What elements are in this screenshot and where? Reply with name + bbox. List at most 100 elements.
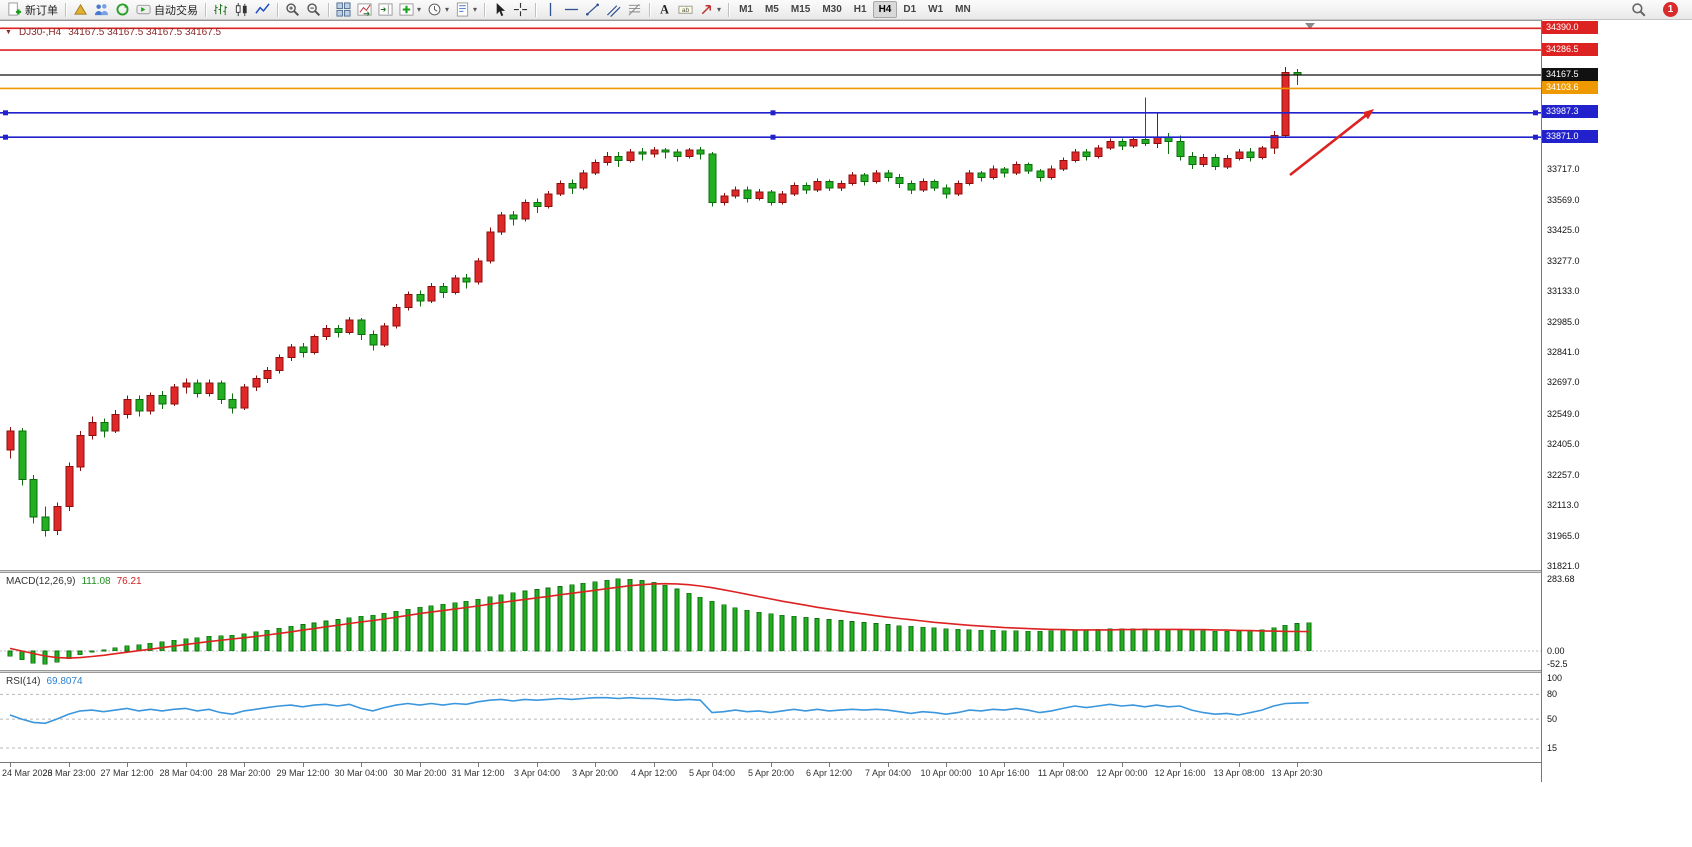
candle-body (1223, 157, 1232, 168)
fibonacci-button[interactable] (624, 1, 645, 19)
main-chart-canvas[interactable] (0, 21, 1541, 571)
timeframe-m15-button[interactable]: M15 (790, 4, 811, 15)
crosshair-button[interactable] (510, 1, 531, 19)
candle-body (755, 191, 764, 199)
time-label: 12 Apr 16:00 (1154, 768, 1206, 778)
collapse-arrow-icon[interactable]: ▼ (5, 29, 12, 36)
auto-scroll-button[interactable] (354, 1, 375, 19)
time-tick (946, 763, 947, 767)
line-chart-button[interactable] (252, 1, 273, 19)
time-tick (186, 763, 187, 767)
new-order-button-label: 新订单 (25, 4, 58, 17)
cursor-button[interactable] (489, 1, 510, 19)
candle-body (802, 185, 811, 191)
market-watch-button[interactable] (91, 1, 112, 19)
rsi-tick: 100 (1547, 672, 1563, 683)
templates-button[interactable]: ▾ (452, 1, 480, 19)
timeframe-m5-button[interactable]: M5 (764, 4, 779, 15)
main-chart-panel[interactable]: ▼ DJ30-,H4 34167.5 34167.5 34167.5 34167… (0, 20, 1541, 571)
crosshair-icon (513, 2, 528, 17)
price-tick: 32405.0 (1547, 438, 1580, 449)
hline-handle[interactable] (770, 110, 776, 116)
bar-chart-button[interactable] (210, 1, 231, 19)
panel-splitter-rsi[interactable] (0, 670, 1601, 673)
zoom-out-button[interactable] (303, 1, 324, 19)
arrows-button[interactable]: ▾ (696, 1, 724, 19)
chart-shift-marker[interactable] (1305, 23, 1315, 29)
trend-arrow-head (1362, 109, 1374, 120)
timeframe-m30-button[interactable]: M30 (822, 4, 842, 15)
zoom-in-button[interactable] (282, 1, 303, 19)
dropdown-caret-icon: ▾ (473, 4, 478, 14)
toolbar-separator (277, 2, 278, 17)
refresh-button[interactable] (112, 1, 133, 19)
trend-arrow-annotation[interactable] (1289, 111, 1371, 177)
hline-handle[interactable] (1533, 110, 1538, 116)
time-tick (654, 763, 655, 767)
trendline-button[interactable] (582, 1, 603, 19)
candlestick-chart-button[interactable] (231, 1, 252, 19)
price-tag-34103.6: 34103.6 (1542, 80, 1598, 94)
candle-body (521, 201, 530, 220)
chart-ohlc-readout: 34167.5 34167.5 34167.5 34167.5 (68, 27, 222, 38)
candle-body (334, 327, 343, 333)
macd-histogram (7, 578, 1312, 665)
price-tick: 33569.0 (1547, 194, 1580, 205)
vertical-line-button[interactable] (540, 1, 561, 19)
charts-button[interactable] (70, 1, 91, 19)
time-label: 7 Apr 04:00 (864, 768, 912, 778)
text-button[interactable]: A (654, 1, 675, 19)
text-label-button[interactable]: ab (675, 1, 696, 19)
channel-button[interactable] (603, 1, 624, 19)
time-axis[interactable]: 24 Mar 2023 26 Mar 23:00 27 Mar 12:00 28 Ma… (0, 762, 1541, 783)
search-icon[interactable] (1628, 1, 1649, 19)
candle-body (427, 285, 436, 302)
candle-body (53, 506, 62, 532)
horizontal-line-button[interactable] (561, 1, 582, 19)
candle-body (1235, 151, 1244, 159)
candle-body (1258, 147, 1267, 158)
time-tick (1063, 763, 1064, 767)
time-tick (712, 763, 713, 767)
timeframe-h4-button[interactable]: H4 (872, 1, 898, 18)
toolbar-separator (728, 2, 730, 17)
candle-body (720, 195, 729, 203)
tile-windows-button[interactable] (333, 1, 354, 19)
time-label: 27 Mar 12:00 (100, 768, 154, 778)
timeframe-mn-button[interactable]: MN (955, 4, 971, 15)
timeframe-m1-button[interactable]: M1 (739, 4, 753, 15)
rsi-panel[interactable]: RSI(14) 69.8074 (0, 673, 1541, 762)
macd-tick: -52.5 (1547, 659, 1568, 670)
indicators-button[interactable]: ▾ (396, 1, 424, 19)
candle-body (205, 382, 214, 394)
candle-body (1281, 71, 1290, 136)
candle-body (1141, 139, 1150, 145)
rsi-value: 69.8074 (46, 676, 83, 687)
price-tick: 33277.0 (1547, 255, 1580, 266)
periods-button[interactable]: ▾ (424, 1, 452, 19)
price-scale[interactable]: 33717.0 33569.0 33425.0 33277.0 33133.0 32985… (1541, 20, 1601, 782)
timeframe-w1-button[interactable]: W1 (928, 4, 944, 15)
timeframe-d1-button[interactable]: D1 (903, 4, 917, 15)
price-tick: 32697.0 (1547, 377, 1580, 388)
new-order-button[interactable]: 新订单 (4, 1, 61, 19)
time-label: 5 Apr 20:00 (747, 768, 795, 778)
time-label: 24 Mar 2023 (2, 768, 53, 778)
candle-body (146, 394, 155, 412)
hline-handle[interactable] (1533, 134, 1538, 140)
toolbar-separator (65, 2, 66, 17)
candle-body (731, 189, 740, 197)
panel-splitter-macd[interactable] (0, 570, 1601, 573)
autotrade-button[interactable]: 自动交易 (133, 1, 201, 19)
hline-handle[interactable] (3, 110, 8, 116)
macd-panel[interactable]: MACD(12,26,9) 111.08 76.21 (0, 573, 1541, 670)
toolbar-right: 1 (1628, 1, 1688, 19)
chart-shift-button[interactable] (375, 1, 396, 19)
hline-handle[interactable] (770, 134, 776, 140)
timeframe-h1-button[interactable]: H1 (853, 4, 867, 15)
hline-handle[interactable] (3, 134, 8, 140)
candle-body (1071, 151, 1080, 162)
notification-badge[interactable]: 1 (1663, 2, 1678, 17)
time-tick (303, 763, 304, 767)
candle-body (907, 183, 916, 191)
